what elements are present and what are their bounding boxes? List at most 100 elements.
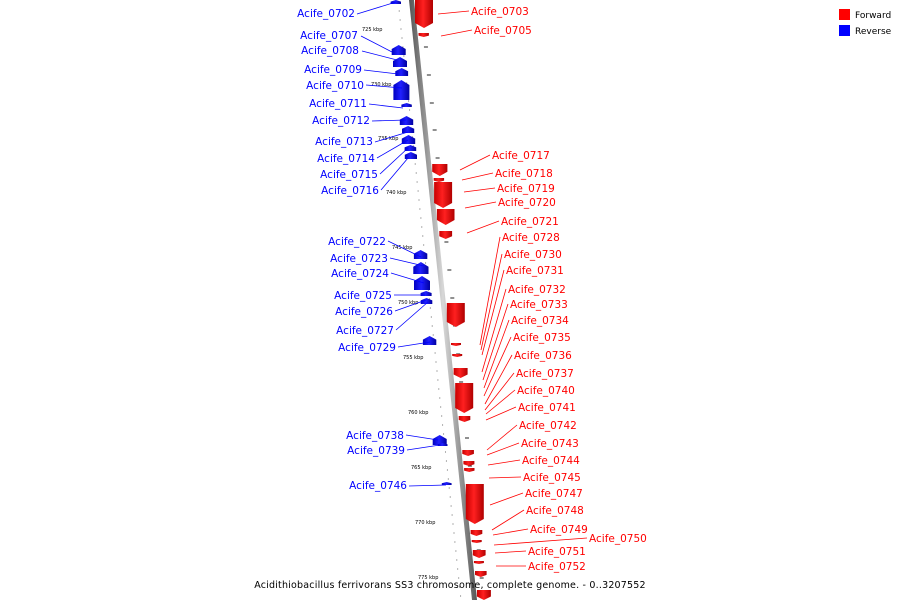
gene-label-acife-0742[interactable]: Acife_0742 [519, 420, 577, 432]
forward-gene-block[interactable] [433, 178, 445, 182]
gene-label-acife-0711[interactable]: Acife_0711 [309, 98, 367, 110]
gene-label-acife-0728[interactable]: Acife_0728 [502, 232, 560, 244]
forward-gene-block[interactable] [436, 209, 455, 225]
gene-label-acife-0735[interactable]: Acife_0735 [513, 332, 571, 344]
legend-forward-label: Forward [855, 11, 891, 21]
gene-label-acife-0739[interactable]: Acife_0739 [347, 445, 405, 457]
gene-label-acife-0745[interactable]: Acife_0745 [523, 472, 581, 484]
gene-label-acife-0729[interactable]: Acife_0729 [338, 342, 396, 354]
ruler-dot [447, 478, 449, 480]
gene-label-acife-0719[interactable]: Acife_0719 [497, 183, 555, 195]
gene-label-acife-0708[interactable]: Acife_0708 [301, 45, 359, 57]
gene-label-acife-0736[interactable]: Acife_0736 [514, 350, 572, 362]
forward-gene-block[interactable] [415, 0, 433, 28]
gene-label-acife-0718[interactable]: Acife_0718 [495, 168, 553, 180]
gene-label-acife-0744[interactable]: Acife_0744 [522, 455, 580, 467]
gene-label-acife-0737[interactable]: Acife_0737 [516, 368, 574, 380]
gene-label-acife-0743[interactable]: Acife_0743 [521, 438, 579, 450]
forward-gene-block[interactable] [472, 550, 486, 558]
forward-gene-block[interactable] [458, 416, 471, 422]
forward-leader-lines [437, 10, 588, 567]
reverse-gene-block[interactable] [414, 276, 430, 290]
gene-label-acife-0705[interactable]: Acife_0705 [474, 25, 532, 37]
gene-label-acife-0752[interactable]: Acife_0752 [528, 561, 586, 573]
gene-label-acife-0709[interactable]: Acife_0709 [304, 64, 362, 76]
forward-gene-block[interactable] [451, 343, 461, 346]
gene-label-acife-0734[interactable]: Acife_0734 [511, 315, 569, 327]
gene-label-acife-0716[interactable]: Acife_0716 [321, 185, 379, 197]
gene-label-acife-0720[interactable]: Acife_0720 [498, 197, 556, 209]
forward-gene-block[interactable] [463, 461, 475, 466]
gene-label-acife-0724[interactable]: Acife_0724 [331, 268, 389, 280]
gene-label-acife-0712[interactable]: Acife_0712 [312, 115, 370, 127]
gene-label-acife-0722[interactable]: Acife_0722 [328, 236, 386, 248]
forward-gene-block[interactable] [439, 231, 453, 239]
gene-label-acife-0714[interactable]: Acife_0714 [317, 153, 375, 165]
forward-gene-block[interactable] [465, 484, 484, 524]
reverse-gene-block[interactable] [420, 298, 433, 304]
gene-label-acife-0740[interactable]: Acife_0740 [517, 385, 575, 397]
gene-label-acife-0732[interactable]: Acife_0732 [508, 284, 566, 296]
forward-gene-block[interactable] [434, 182, 453, 208]
legend: Forward Reverse [839, 9, 892, 37]
gene-label-acife-0746[interactable]: Acife_0746 [349, 480, 407, 492]
reverse-gene-block[interactable] [404, 145, 417, 151]
leader-line [395, 301, 429, 331]
gene-label-acife-0738[interactable]: Acife_0738 [346, 430, 404, 442]
reverse-gene-block[interactable] [402, 126, 415, 133]
gene-label-acife-0733[interactable]: Acife_0733 [510, 299, 568, 311]
reverse-gene-block[interactable] [393, 80, 410, 100]
reverse-gene-block[interactable] [399, 116, 414, 125]
forward-gene-block[interactable] [475, 571, 487, 577]
forward-gene-block[interactable] [470, 530, 483, 536]
reverse-gene-block[interactable] [393, 57, 407, 67]
leader-line [487, 459, 521, 466]
forward-gene-block[interactable] [462, 450, 474, 456]
reverse-gene-block[interactable] [437, 443, 448, 446]
reverse-gene-block[interactable] [413, 262, 429, 274]
reverse-gene-block[interactable] [395, 68, 409, 76]
leader-line [361, 50, 398, 61]
reverse-gene-block[interactable] [401, 103, 412, 107]
forward-gene-block[interactable] [453, 368, 468, 378]
gene-label-acife-0731[interactable]: Acife_0731 [506, 265, 564, 277]
gene-label-acife-0703[interactable]: Acife_0703 [471, 6, 529, 18]
reverse-gene-block[interactable] [432, 435, 447, 445]
gene-label-acife-0747[interactable]: Acife_0747 [525, 488, 583, 500]
leader-line [492, 528, 529, 536]
gene-label-acife-0713[interactable]: Acife_0713 [315, 136, 373, 148]
gene-label-acife-0702[interactable]: Acife_0702 [297, 8, 355, 20]
forward-gene-block[interactable] [418, 33, 429, 37]
forward-gene-block[interactable] [464, 468, 475, 472]
reverse-gene-block[interactable] [441, 482, 452, 485]
reverse-gene-block[interactable] [413, 250, 428, 259]
gene-label-acife-0750[interactable]: Acife_0750 [589, 533, 647, 545]
gene-label-acife-0721[interactable]: Acife_0721 [501, 216, 559, 228]
reverse-gene-block[interactable] [391, 45, 406, 55]
forward-gene-block[interactable] [471, 540, 482, 543]
gene-label-acife-0710[interactable]: Acife_0710 [306, 80, 364, 92]
ruler-dot [429, 307, 431, 309]
gene-label-acife-0725[interactable]: Acife_0725 [334, 290, 392, 302]
gene-label-acife-0748[interactable]: Acife_0748 [526, 505, 584, 517]
gene-label-acife-0741[interactable]: Acife_0741 [518, 402, 576, 414]
gene-label-acife-0715[interactable]: Acife_0715 [320, 169, 378, 181]
gene-label-acife-0727[interactable]: Acife_0727 [336, 325, 394, 337]
forward-gene-block[interactable] [432, 164, 448, 176]
forward-gene-block[interactable] [455, 383, 474, 413]
gene-label-acife-0723[interactable]: Acife_0723 [330, 253, 388, 265]
leader-line [356, 1, 397, 15]
gene-label-acife-0726[interactable]: Acife_0726 [335, 306, 393, 318]
ruler-dot [449, 496, 451, 498]
forward-gene-block[interactable] [446, 303, 465, 327]
gene-label-acife-0730[interactable]: Acife_0730 [504, 249, 562, 261]
gene-label-acife-0707[interactable]: Acife_0707 [300, 30, 358, 42]
reverse-gene-block[interactable] [422, 336, 437, 345]
forward-gene-block[interactable] [473, 561, 484, 564]
gene-label-acife-0749[interactable]: Acife_0749 [530, 524, 588, 536]
forward-gene-block[interactable] [452, 354, 463, 357]
reverse-gene-block[interactable] [404, 152, 417, 159]
gene-label-acife-0751[interactable]: Acife_0751 [528, 546, 586, 558]
gene-label-acife-0717[interactable]: Acife_0717 [492, 150, 550, 162]
forward-gene-block[interactable] [476, 590, 491, 600]
